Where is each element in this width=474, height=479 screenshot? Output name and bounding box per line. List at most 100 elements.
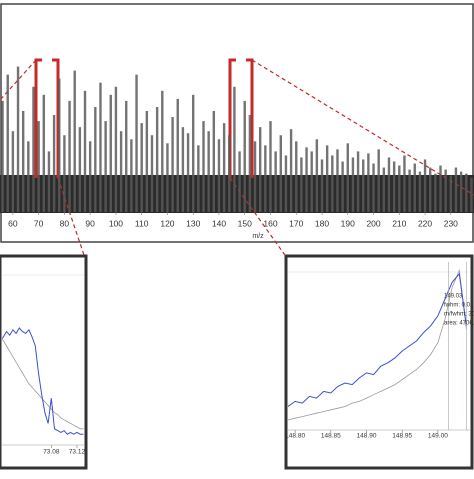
x-tick-label: 220	[418, 218, 432, 228]
bar	[150, 135, 154, 212]
bar	[403, 155, 406, 212]
x-tick-label: 230	[444, 218, 458, 228]
bar	[356, 151, 360, 212]
bar	[238, 151, 241, 212]
x-tick-label: 170	[289, 218, 303, 228]
bar	[284, 155, 288, 212]
bar	[186, 133, 190, 212]
x-tick-label: 120	[160, 218, 174, 228]
bar	[243, 100, 246, 212]
bar	[289, 129, 293, 212]
bar	[423, 159, 427, 212]
bar	[310, 151, 313, 212]
x-tick-label: 148.80	[285, 433, 305, 440]
bar	[341, 161, 344, 212]
bar	[439, 165, 442, 212]
bar	[197, 145, 200, 212]
bar	[130, 139, 133, 212]
bar	[88, 141, 92, 212]
bar	[418, 171, 422, 212]
lines	[288, 268, 467, 421]
bar	[161, 90, 164, 212]
bar	[135, 74, 138, 212]
x-tick-label: 148.85	[321, 433, 341, 440]
bar	[408, 169, 411, 212]
bar	[325, 145, 329, 212]
x-tick-label: 180	[315, 218, 329, 228]
bar	[171, 117, 174, 212]
bar	[37, 121, 40, 212]
bar	[470, 177, 473, 212]
bar	[52, 115, 56, 212]
x-tick-label: 190	[341, 218, 355, 228]
x-tick-label: 70	[34, 218, 44, 228]
bar	[212, 111, 216, 212]
bar	[6, 74, 9, 212]
bar	[413, 163, 416, 212]
bar	[398, 165, 401, 212]
bar	[315, 139, 319, 212]
bar	[274, 151, 277, 212]
bar	[145, 111, 149, 212]
bar	[269, 121, 272, 212]
noise-band	[0, 175, 474, 213]
bar	[449, 175, 453, 212]
bar	[459, 171, 463, 212]
bar	[181, 127, 185, 212]
zoom-line	[0, 59, 37, 101]
bar	[253, 141, 257, 212]
left-inset-frame	[0, 254, 88, 470]
bar	[207, 131, 210, 212]
bar	[444, 169, 447, 212]
bar	[78, 127, 82, 212]
bar	[454, 167, 458, 212]
trace	[2, 338, 84, 430]
bar	[387, 157, 391, 212]
bar	[192, 94, 195, 212]
bar	[392, 161, 396, 212]
bars	[1, 66, 473, 213]
bar	[125, 100, 128, 212]
annotation: fwhm: 0.02	[444, 303, 474, 309]
x-tick-label: 200	[366, 218, 380, 228]
x-tick-label: 149.00	[428, 433, 448, 440]
lines	[2, 327, 84, 435]
bar	[367, 153, 370, 212]
bar	[377, 149, 380, 212]
bar	[346, 143, 349, 212]
annotation: m/fwhm: 30	[444, 312, 474, 318]
bar	[429, 167, 432, 212]
bar	[176, 98, 179, 212]
bar	[68, 100, 71, 212]
right-inset-frame	[284, 254, 474, 470]
bar	[166, 143, 169, 212]
bar	[248, 115, 252, 212]
bar	[382, 167, 386, 212]
trace	[288, 268, 467, 421]
x-tick-label: 130	[186, 218, 200, 228]
annotation: area: 4706.0	[444, 321, 474, 327]
zoom-lines	[0, 59, 474, 259]
x-tick-label: 90	[85, 218, 95, 228]
bar	[258, 127, 262, 212]
bar	[119, 131, 123, 212]
bar	[1, 100, 4, 212]
bar	[336, 149, 339, 212]
bar	[114, 86, 118, 212]
bar	[351, 157, 355, 212]
bar	[233, 86, 236, 212]
bar	[295, 141, 298, 212]
bar	[434, 173, 437, 212]
bar	[372, 163, 375, 212]
bar	[109, 94, 112, 212]
annotation: 149.03	[444, 294, 463, 300]
main-panel	[0, 3, 474, 243]
bar	[73, 70, 76, 212]
x-tick-label: 148.95	[392, 433, 412, 440]
x-tick-label: 80	[60, 218, 70, 228]
bar	[362, 159, 365, 212]
x-tick-label: 110	[135, 218, 149, 228]
x-tick-label: 73.12	[69, 449, 86, 456]
bar	[155, 106, 159, 212]
